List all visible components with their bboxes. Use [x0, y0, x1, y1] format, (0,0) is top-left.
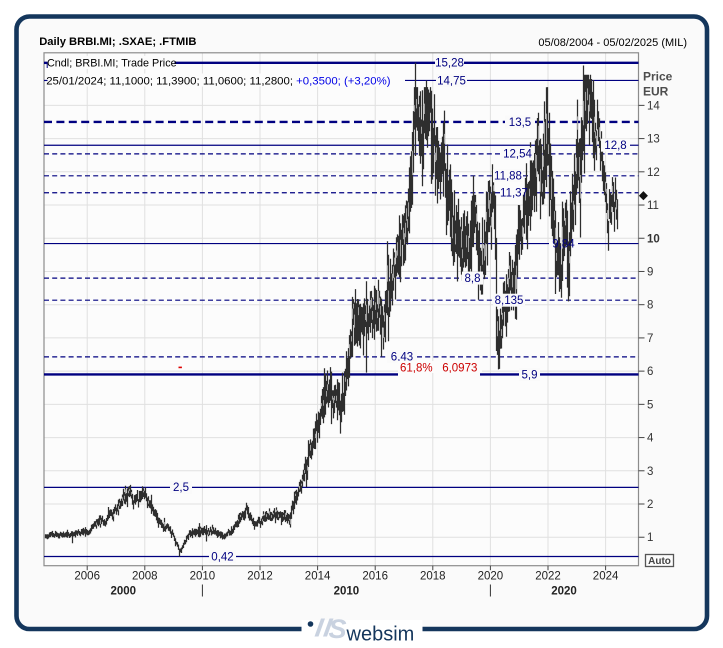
svg-text:8,135: 8,135	[495, 295, 524, 307]
svg-text:5,9: 5,9	[522, 369, 538, 381]
svg-text:2008: 2008	[132, 571, 158, 583]
svg-text:61,8% 6,0973: 61,8% 6,0973	[400, 362, 477, 374]
svg-text:2018: 2018	[420, 571, 446, 583]
svg-text:11,37: 11,37	[500, 188, 528, 200]
svg-text:6: 6	[647, 366, 653, 378]
svg-text:11: 11	[647, 200, 659, 212]
svg-text:2: 2	[647, 499, 653, 511]
svg-text:25/01/2024; 11,1000; 11,3900;: 25/01/2024; 11,1000; 11,3900; 11,0600; 1…	[46, 75, 391, 87]
svg-text:8,8: 8,8	[465, 273, 481, 285]
svg-text:12: 12	[647, 167, 660, 179]
svg-text:2006: 2006	[74, 571, 100, 583]
svg-text:S: S	[329, 614, 347, 644]
svg-text:05/08/2004 - 05/02/2025 (MIL): 05/08/2004 - 05/02/2025 (MIL)	[538, 37, 687, 49]
svg-text:Cndl; BRBI.MI; Trade Price: Cndl; BRBI.MI; Trade Price	[47, 58, 177, 70]
svg-text:14,75: 14,75	[437, 75, 466, 87]
svg-text:12,54: 12,54	[503, 149, 532, 161]
svg-text:2014: 2014	[305, 571, 331, 583]
svg-text:15,28: 15,28	[435, 58, 464, 70]
svg-text:Daily BRBI.MI; .SXAE; .FTMIB: Daily BRBI.MI; .SXAE; .FTMIB	[39, 36, 196, 48]
svg-text:2000: 2000	[111, 586, 137, 598]
svg-text:2022: 2022	[535, 571, 561, 583]
svg-text:10: 10	[647, 233, 660, 245]
svg-text:11,88: 11,88	[494, 171, 522, 183]
svg-text:13: 13	[647, 134, 660, 146]
svg-text:2024: 2024	[593, 571, 619, 583]
svg-text:websim: websim	[346, 624, 415, 646]
svg-text:8: 8	[647, 300, 653, 312]
svg-text:7: 7	[647, 333, 653, 345]
svg-text:2020: 2020	[478, 571, 504, 583]
svg-text:3: 3	[647, 466, 653, 478]
svg-text:6,43: 6,43	[391, 352, 413, 364]
svg-text:2010: 2010	[334, 586, 360, 598]
svg-text:2010: 2010	[190, 571, 216, 583]
svg-text:2012: 2012	[247, 571, 273, 583]
svg-text:4: 4	[647, 433, 654, 445]
svg-text:9: 9	[647, 267, 653, 279]
svg-text:2016: 2016	[362, 571, 388, 583]
svg-text:Auto: Auto	[648, 556, 671, 567]
svg-text:9,84: 9,84	[552, 238, 575, 250]
svg-text:Price: Price	[643, 70, 673, 84]
svg-text:EUR: EUR	[643, 85, 669, 99]
svg-text:2020: 2020	[551, 586, 577, 598]
svg-text:12,8: 12,8	[604, 140, 626, 152]
svg-text:5: 5	[647, 399, 653, 411]
svg-text:0,42: 0,42	[211, 551, 233, 563]
svg-text:13,5: 13,5	[509, 117, 531, 129]
svg-text:1: 1	[647, 532, 653, 544]
svg-text:2,5: 2,5	[173, 482, 189, 494]
svg-text:14: 14	[647, 100, 660, 112]
